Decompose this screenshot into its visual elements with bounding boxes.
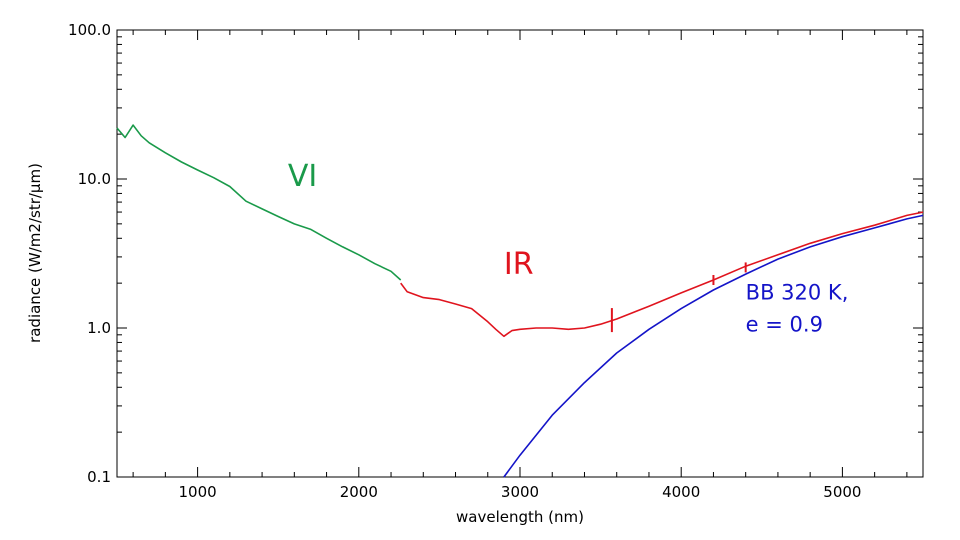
y-tick-label: 0.1 <box>87 468 111 486</box>
x-tick-label: 4000 <box>662 483 700 501</box>
x-axis-ticks: 1000 2000 3000 4000 5000 <box>132 30 908 501</box>
series-annotation: e = 0.9 <box>746 312 823 336</box>
y-axis-label: radiance (W/m2/str/μm) <box>26 163 44 343</box>
series-annotation: VI <box>288 159 317 194</box>
x-tick-label: 1000 <box>179 483 217 501</box>
y-tick-label: 10.0 <box>78 170 111 188</box>
x-tick-label: 2000 <box>340 483 378 501</box>
y-tick-label: 100.0 <box>68 21 111 39</box>
series-line-bb-320-k-e-0-9 <box>503 214 924 478</box>
series-annotation: IR <box>504 247 534 282</box>
y-tick-label: 1.0 <box>87 319 111 337</box>
series-line-vi <box>116 124 402 281</box>
y-axis-ticks: 0.1 1.0 10.0 100.0 <box>68 21 923 486</box>
series-layer <box>116 124 924 478</box>
x-tick-label: 3000 <box>501 483 539 501</box>
series-annotation: BB 320 K, <box>746 281 849 305</box>
annotation-layer: VI IR BB 320 K, e = 0.9 <box>288 159 849 337</box>
x-axis-label: wavelength (nm) <box>456 508 584 526</box>
x-tick-label: 5000 <box>823 483 861 501</box>
series-line-ir <box>400 211 924 338</box>
